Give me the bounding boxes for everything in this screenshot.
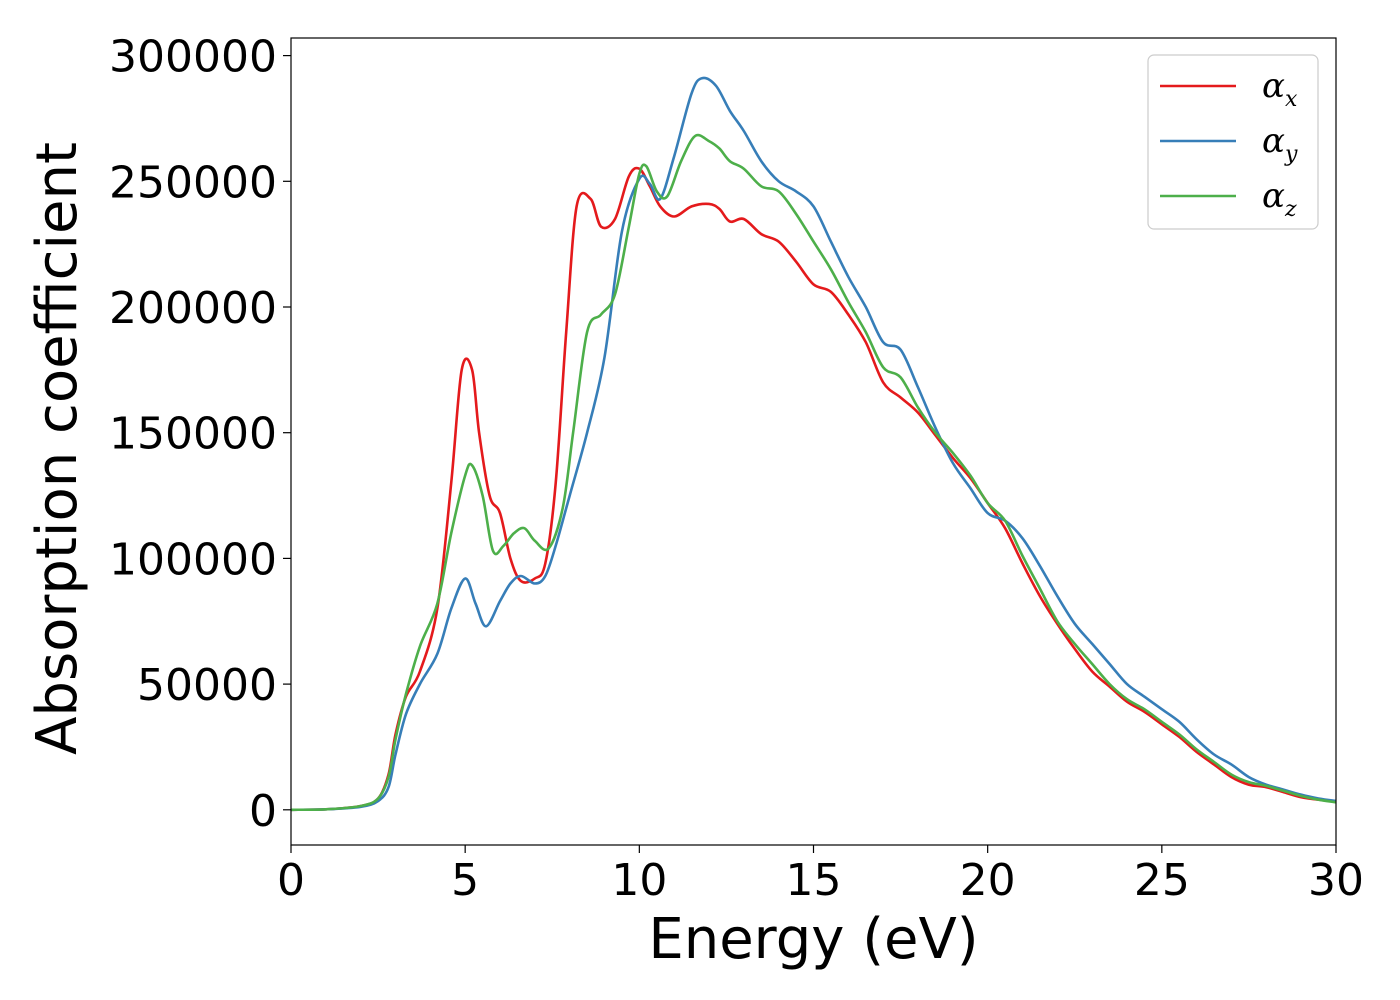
y-tick-label: 100000: [109, 534, 277, 585]
x-axis-title: Energy (eV): [648, 907, 978, 972]
y-tick-label: 150000: [109, 409, 277, 460]
x-axis: 0 5 10 15 20 25 30: [277, 845, 1364, 906]
series-layer: [290, 76, 1337, 812]
legend-label-z: αz: [1262, 176, 1297, 222]
y-axis: 0 50000 100000 150000 200000 250000 300000: [109, 32, 291, 837]
legend: αx αy αz: [1147, 54, 1319, 230]
x-tick-label: 30: [1308, 855, 1364, 906]
y-axis-title: Absorption coefficient: [25, 142, 90, 755]
legend-label-y: αy: [1262, 121, 1298, 167]
y-tick-label: 250000: [109, 157, 277, 208]
legend-label-x: αx: [1262, 66, 1298, 112]
y-tick-label: 0: [249, 786, 277, 837]
series-line-x: [290, 166, 1337, 812]
y-tick-label: 200000: [109, 283, 277, 334]
x-tick-label: 20: [960, 855, 1016, 906]
x-tick-label: 5: [451, 855, 479, 906]
x-tick-label: 25: [1134, 855, 1190, 906]
y-tick-label: 50000: [137, 660, 277, 711]
x-tick-label: 0: [277, 855, 305, 906]
x-tick-label: 10: [611, 855, 667, 906]
x-tick-label: 15: [786, 855, 842, 906]
y-tick-label: 300000: [109, 32, 277, 83]
series-line-y: [290, 76, 1337, 812]
series-line-z: [290, 133, 1337, 812]
